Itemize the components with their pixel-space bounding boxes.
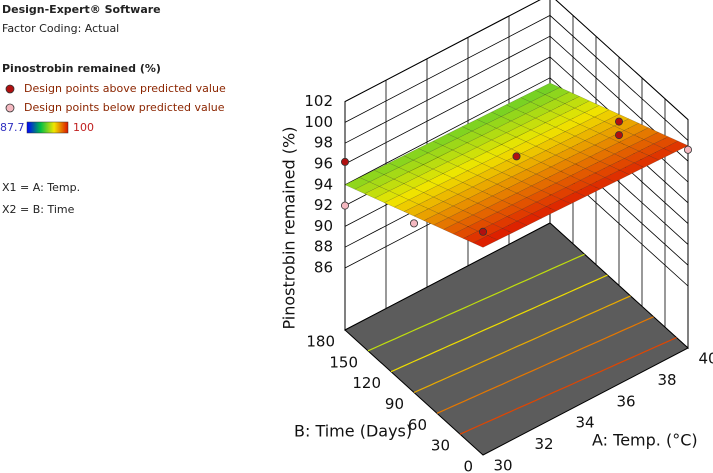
- x-tick-label: 38: [657, 371, 676, 389]
- surface-patch: [354, 181, 380, 194]
- factor-label: X2 = B: Time: [2, 203, 75, 216]
- surface-patch: [510, 141, 537, 154]
- z-axis-title: Pinostrobin remained (%): [280, 127, 299, 330]
- design-point: [615, 117, 624, 126]
- x-tick-label: 36: [616, 392, 635, 410]
- contour-line: [459, 337, 677, 435]
- surface-patch: [378, 178, 405, 192]
- y-tick-label: 30: [431, 437, 450, 455]
- software-name: Design-Expert® Software: [2, 3, 161, 16]
- surface-patch: [476, 167, 503, 180]
- surface-patch: [467, 191, 493, 204]
- y-tick-label: 0: [463, 458, 473, 473]
- contour-line: [436, 316, 654, 414]
- surface-patch: [505, 125, 532, 138]
- z-tick-label: 90: [314, 217, 333, 235]
- y-tick-label: 150: [329, 353, 358, 371]
- z-tick-label: 86: [314, 259, 333, 277]
- design-point: [512, 152, 521, 161]
- x-axis-title: A: Temp. (°C): [592, 431, 698, 450]
- design-point: [615, 131, 624, 140]
- y-tick-label: 60: [408, 416, 427, 434]
- colorbar-min: 87.7: [0, 121, 25, 134]
- surface-patch: [447, 210, 474, 223]
- surface-patch: [574, 156, 601, 169]
- z-tick-label: 94: [314, 175, 333, 193]
- surface-patch: [599, 153, 625, 166]
- surface-patch: [530, 122, 556, 135]
- surface-patch: [594, 137, 620, 150]
- surface-patch: [452, 170, 478, 183]
- y-tick-label: 180: [306, 333, 335, 351]
- design-point: [409, 219, 418, 228]
- x-tick-label: 32: [534, 435, 553, 453]
- y-tick-label: 90: [385, 395, 404, 413]
- surface-patch: [545, 199, 572, 212]
- contour-line: [367, 253, 585, 352]
- surface-patch: [643, 131, 669, 145]
- legend-label: Design points above predicted value: [24, 82, 226, 95]
- factor-label: X1 = A: Temp.: [2, 181, 80, 194]
- contour-line: [390, 274, 608, 373]
- z-tick-label: 98: [314, 134, 333, 152]
- surface-patch: [565, 180, 591, 193]
- contour-line: [413, 295, 631, 394]
- x-tick-label: 40: [698, 350, 713, 368]
- design-point: [478, 227, 487, 236]
- x-tick-label: 30: [493, 457, 512, 473]
- z-tick-label: 100: [304, 113, 333, 131]
- surface-patch: [423, 213, 449, 226]
- surface-patch: [472, 207, 498, 220]
- surface-patch: [501, 164, 527, 178]
- z-tick-label: 88: [314, 238, 333, 256]
- x-tick-label: 34: [575, 414, 594, 432]
- surface-patch: [481, 128, 507, 141]
- surface-patch: [442, 194, 469, 207]
- y-tick-label: 120: [352, 374, 381, 392]
- surface-patch: [623, 150, 650, 164]
- z-tick-label: 102: [304, 92, 333, 110]
- colorbar-max: 100: [73, 121, 94, 134]
- legend-marker: [5, 84, 15, 94]
- factor-coding: Factor Coding: Actual: [2, 22, 119, 35]
- surface-patch: [373, 162, 400, 175]
- y-axis-title: B: Time (Days): [294, 422, 412, 441]
- surface-patch: [398, 159, 424, 173]
- surface-patch: [618, 134, 645, 147]
- design-point: [340, 201, 349, 210]
- legend-label: Design points below predicted value: [24, 101, 225, 114]
- design-point: [684, 145, 693, 154]
- surface-patch: [471, 151, 498, 164]
- surface-patch: [589, 177, 616, 190]
- response-title: Pinostrobin remained (%): [2, 62, 161, 75]
- surface-patch: [491, 188, 518, 201]
- surface-patch: [520, 145, 547, 159]
- colorbar: [26, 121, 69, 134]
- design-point: [340, 157, 349, 166]
- z-tick-label: 92: [314, 196, 333, 214]
- legend-marker: [5, 103, 15, 113]
- z-tick-label: 96: [314, 155, 333, 173]
- surface-patch: [472, 235, 499, 248]
